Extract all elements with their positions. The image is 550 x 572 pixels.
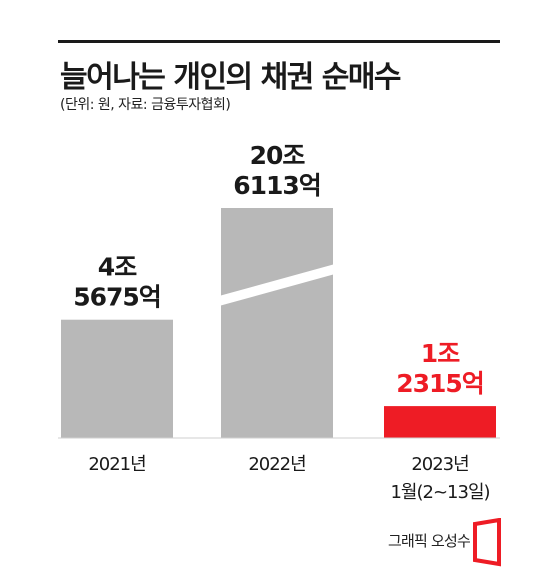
category-label-2-0: 2023년 bbox=[411, 454, 468, 475]
axis-break-mark bbox=[219, 264, 335, 306]
value-label-1-1: 6113억 bbox=[233, 171, 321, 200]
top-rule bbox=[58, 40, 500, 43]
category-label-1-0: 2022년 bbox=[248, 454, 305, 475]
category-label-0-0: 2021년 bbox=[88, 454, 145, 475]
value-label-0-0: 4조 bbox=[98, 253, 137, 282]
category-label-2-1: 1월(2~13일) bbox=[390, 482, 489, 503]
value-label-2-0: 1조 bbox=[421, 339, 460, 368]
value-label-1-0: 20조 bbox=[250, 141, 306, 170]
bar-0 bbox=[61, 319, 173, 438]
bar-1 bbox=[221, 208, 333, 438]
chart-title: 늘어나는 개인의 채권 순매수 bbox=[60, 60, 402, 95]
publisher-logo-icon bbox=[473, 518, 501, 567]
graphic-credit: 그래픽 오성수 bbox=[388, 532, 471, 550]
chart-subtitle: (단위: 원, 자료: 금융투자협회) bbox=[60, 97, 231, 113]
value-label-2-1: 2315억 bbox=[396, 369, 484, 398]
value-label-0-1: 5675억 bbox=[73, 283, 161, 312]
bar-2 bbox=[384, 406, 496, 438]
